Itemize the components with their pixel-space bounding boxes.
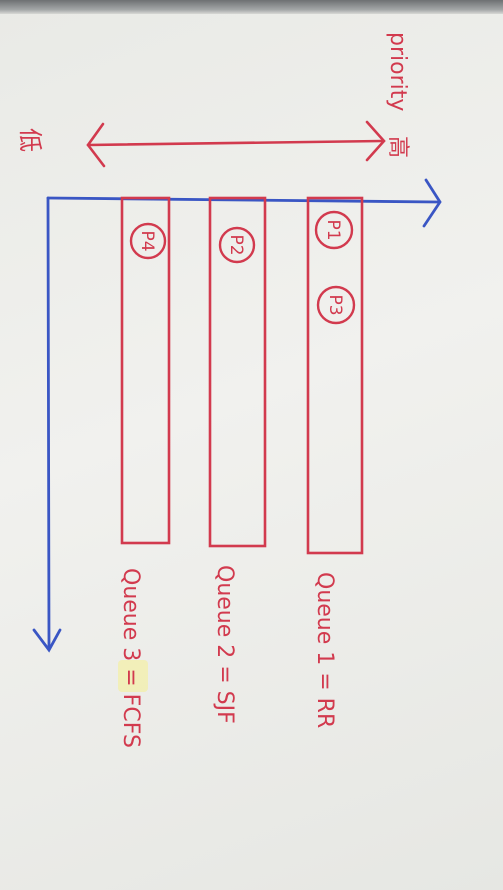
priority-double-arrow (86, 120, 386, 168)
axis-arrow (32, 178, 442, 653)
priority-label: priority (385, 32, 410, 111)
queue-3-label: Queue 3 = FCFS (118, 568, 143, 748)
process-p3: P3 (316, 285, 356, 325)
whiteboard-frame (0, 0, 503, 14)
low-priority-label: 低 (16, 128, 44, 152)
queue-1-box (306, 196, 364, 555)
highlight-mark (118, 660, 148, 692)
queue-2-box (208, 196, 267, 548)
process-p1: P1 (314, 210, 354, 250)
queue-1-label: Queue 1 = RR (312, 572, 337, 728)
svg-text:P4: P4 (137, 230, 157, 251)
svg-text:P3: P3 (325, 294, 345, 315)
svg-text:P2: P2 (226, 234, 246, 255)
queue-2-label: Queue 2 = SJF (212, 565, 237, 724)
process-p4: P4 (129, 222, 167, 260)
svg-text:P1: P1 (323, 219, 343, 240)
high-priority-label: 高 (385, 136, 410, 158)
queue-3-box (120, 196, 171, 545)
process-p2: P2 (218, 226, 256, 264)
